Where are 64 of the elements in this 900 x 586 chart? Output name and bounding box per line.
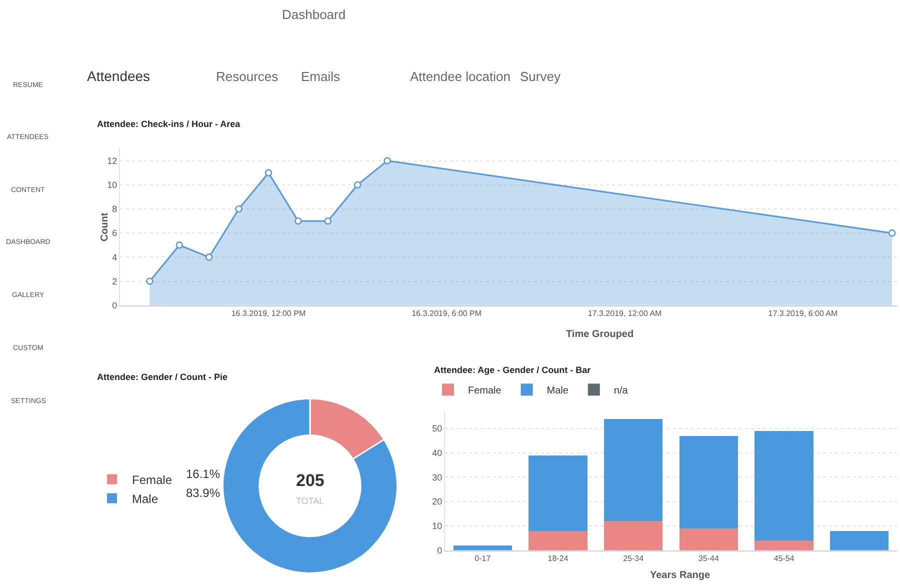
point [888, 229, 896, 237]
x-tick-label: 16.3.2019, 12:00 PM [231, 308, 306, 318]
bar [830, 530, 889, 550]
bar [679, 528, 738, 550]
y-tick-label: 0 [112, 300, 118, 311]
point [235, 205, 242, 213]
y-tick-label: 20 [432, 496, 442, 507]
text: Emails [301, 69, 341, 84]
x-tick-label: 17.3.2019, 12:00 AM [588, 308, 662, 318]
y-tick-label: 4 [112, 252, 118, 262]
chart-title: Attendee: Age - Gender / Count - Bar [434, 365, 592, 375]
text: Attendee location [410, 69, 510, 84]
bar [754, 430, 814, 541]
x-tick-label: 25-34 [623, 554, 644, 563]
y-tick-label: 6 [112, 228, 118, 238]
chart-title: Attendee: Check-ins / Hour - Area [97, 119, 242, 129]
bar [528, 530, 588, 550]
point [384, 157, 391, 164]
legend-label: Female [132, 472, 172, 487]
point [176, 241, 184, 249]
x-tick-label: 17.3.2019, 6:00 AM [768, 308, 838, 318]
y-tick-label: 8 [112, 204, 118, 214]
text: TOTAL [296, 496, 324, 506]
text: Attendees [87, 68, 150, 84]
point [324, 217, 332, 225]
legend-label: Male [132, 492, 158, 506]
bar [604, 521, 663, 550]
bar [754, 540, 814, 550]
legend-label: n/a [614, 386, 628, 397]
point [354, 181, 362, 189]
text: 205 [296, 471, 324, 490]
bar [528, 455, 588, 531]
x-tick-label: 35-44 [698, 554, 720, 563]
bar [604, 418, 663, 522]
x-axis-title: Years Range [650, 570, 710, 581]
y-tick-label: 10 [432, 521, 442, 532]
point [294, 217, 302, 225]
x-tick-label: 45-54 [774, 554, 795, 563]
x-axis-title: Time Grouped [566, 329, 634, 340]
x-tick-label: 0-17 [474, 554, 492, 563]
point [205, 254, 213, 261]
y-tick-label: 0 [437, 545, 442, 556]
text: Dashboard [282, 7, 346, 22]
point [264, 169, 272, 176]
data-label: 83.9% [186, 486, 220, 500]
text: Resources [216, 69, 279, 84]
bar [453, 545, 512, 550]
bar [679, 436, 738, 528]
chart-title: Attendee: Gender / Count - Pie [97, 372, 228, 382]
donut-slice [222, 398, 398, 574]
data-label: 16.1% [186, 467, 220, 481]
point [146, 278, 154, 285]
legend-label: Female [468, 386, 502, 397]
x-tick-label: 18-24 [548, 554, 569, 563]
legend-label: Male [546, 386, 569, 397]
y-tick-label: 10 [107, 180, 118, 190]
y-axis-title: Count [99, 212, 110, 242]
y-tick-label: 2 [112, 276, 118, 286]
y-tick-label: 40 [432, 448, 442, 458]
y-tick-label: 50 [432, 424, 442, 434]
y-tick-label: 12 [107, 156, 118, 166]
text: Survey [520, 69, 561, 84]
y-tick-label: 30 [432, 472, 442, 482]
x-tick-label: 16.3.2019, 6:00 PM [412, 308, 482, 318]
